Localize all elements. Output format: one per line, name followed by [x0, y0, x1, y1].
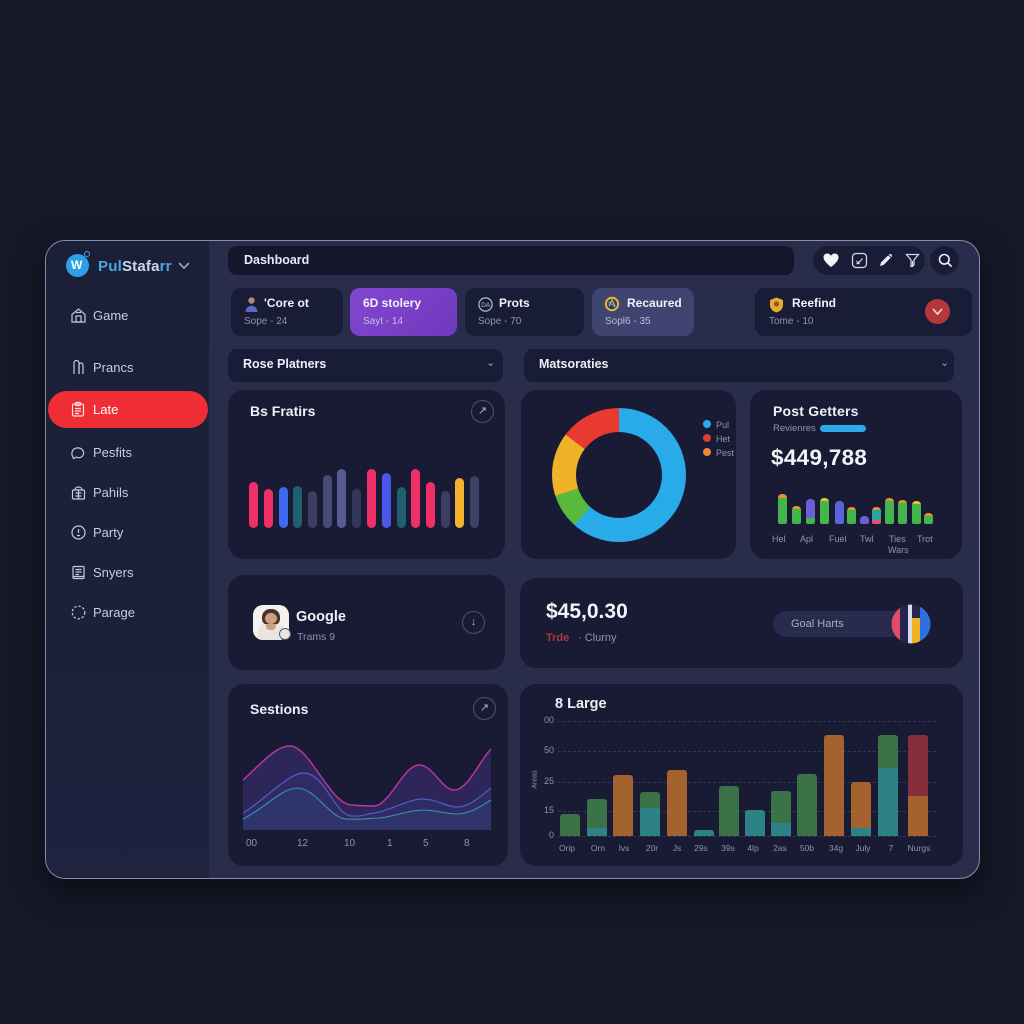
svg-text:DA: DA: [481, 302, 491, 309]
